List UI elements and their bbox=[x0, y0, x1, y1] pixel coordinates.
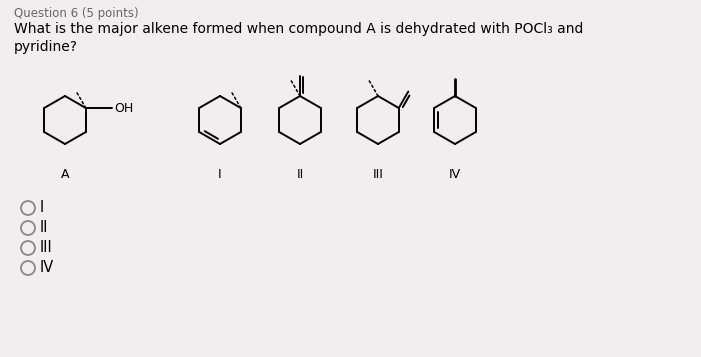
Text: IV: IV bbox=[449, 168, 461, 181]
Text: Question 6 (5 points): Question 6 (5 points) bbox=[14, 7, 139, 20]
Text: pyridine?: pyridine? bbox=[14, 40, 78, 54]
Text: III: III bbox=[40, 241, 53, 256]
Text: III: III bbox=[372, 168, 383, 181]
Text: I: I bbox=[40, 201, 44, 216]
Text: What is the major alkene formed when compound A is dehydrated with POCl₃ and: What is the major alkene formed when com… bbox=[14, 22, 583, 36]
Text: OH: OH bbox=[114, 101, 133, 115]
Text: II: II bbox=[40, 221, 48, 236]
Text: II: II bbox=[297, 168, 304, 181]
Text: I: I bbox=[218, 168, 222, 181]
Text: A: A bbox=[61, 168, 69, 181]
Text: IV: IV bbox=[40, 261, 54, 276]
